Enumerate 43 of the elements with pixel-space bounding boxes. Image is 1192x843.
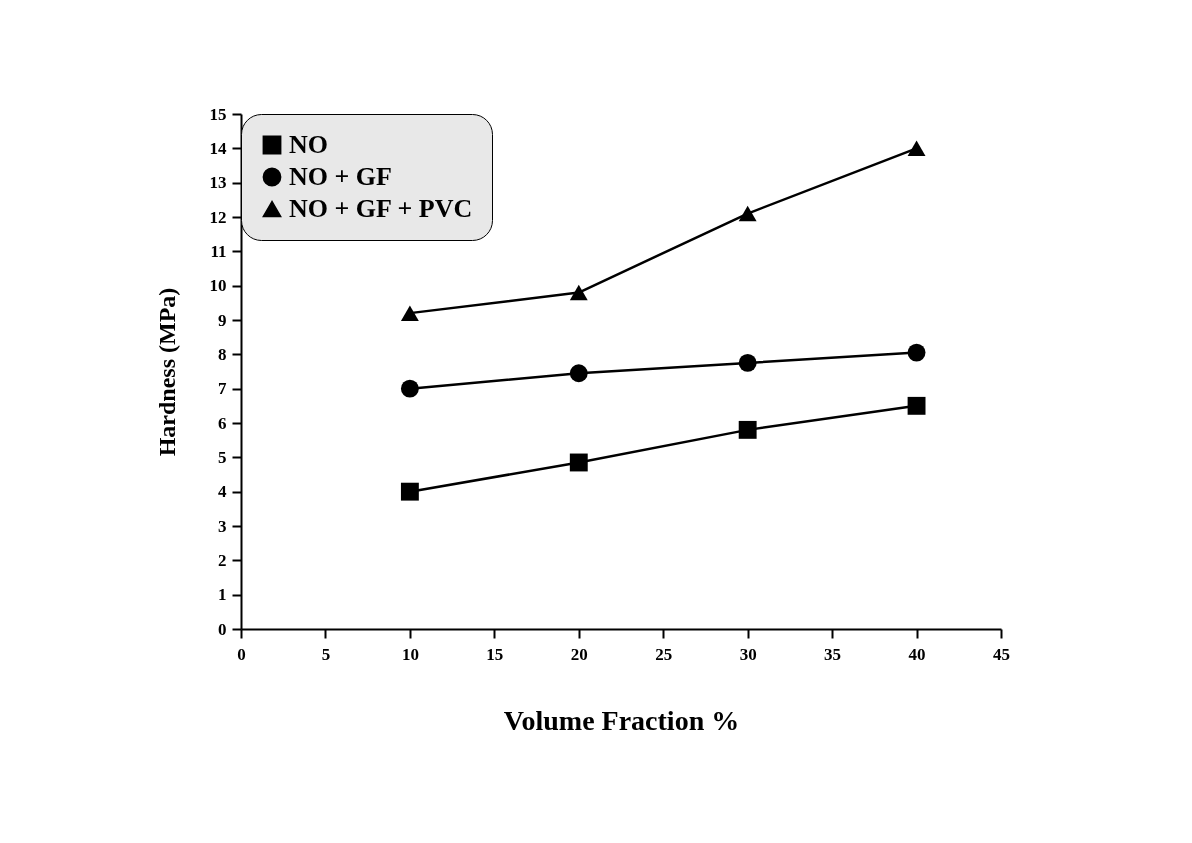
y-tick-label: 12: [209, 207, 227, 227]
x-tick-label: 35: [824, 644, 842, 664]
y-tick-label: 4: [218, 482, 227, 502]
point: [400, 379, 419, 398]
x-tick-label: 20: [570, 644, 588, 664]
y-tick-label: 8: [218, 344, 227, 364]
legend-label: NO + GF + PVC: [289, 194, 473, 223]
point: [400, 482, 419, 501]
y-axis-title: Hardness (MPa): [153, 287, 180, 457]
point: [569, 453, 588, 472]
y-tick-label: 10: [209, 276, 227, 296]
y-tick-label: 14: [209, 138, 227, 158]
point: [569, 284, 588, 301]
point: [738, 420, 757, 439]
y-tick-label: 11: [210, 241, 227, 261]
y-tick-label: 0: [218, 619, 227, 639]
x-tick-label: 40: [908, 644, 926, 664]
point: [907, 343, 926, 362]
y-tick-label: 7: [218, 379, 227, 399]
x-tick-label: 45: [993, 644, 1010, 664]
x-tick-label: 25: [655, 644, 673, 664]
y-tick-label: 6: [218, 413, 227, 433]
legend-label: NO: [289, 130, 328, 159]
point: [738, 353, 757, 372]
y-tick-label: 1: [218, 585, 227, 605]
x-tick-label: 10: [401, 644, 419, 664]
point: [569, 364, 588, 383]
y-tick-label: 15: [209, 104, 227, 124]
point: [400, 305, 419, 321]
y-tick-label: 9: [218, 310, 227, 330]
legend-label: NO + GF: [289, 162, 392, 191]
x-tick-label: 5: [321, 644, 331, 664]
point: [738, 205, 757, 222]
x-tick-label: 15: [486, 644, 504, 664]
point: [907, 396, 926, 415]
y-tick-label: 3: [218, 516, 227, 536]
x-axis-title: Volume Fraction %: [503, 704, 740, 736]
y-tick-label: 13: [209, 173, 227, 193]
point: [907, 140, 926, 157]
y-tick-label: 2: [218, 550, 227, 570]
y-tick-label: 5: [218, 447, 227, 467]
x-tick-label: 30: [739, 644, 757, 664]
x-tick-label: 0: [237, 644, 246, 664]
